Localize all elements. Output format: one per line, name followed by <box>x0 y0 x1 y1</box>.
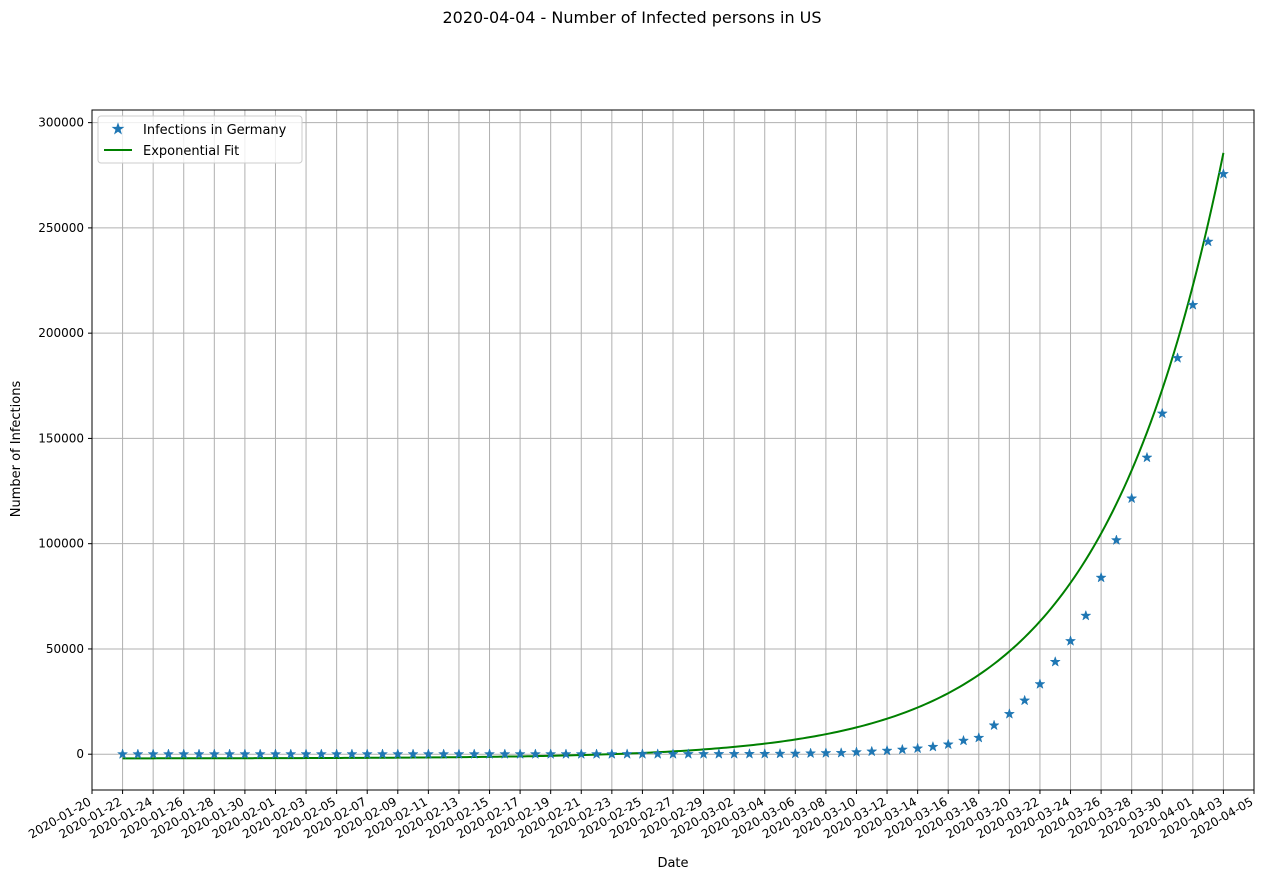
y-tick-label: 250000 <box>38 221 84 235</box>
data-point <box>881 744 893 756</box>
data-point <box>713 748 725 759</box>
data-point <box>1217 168 1230 179</box>
data-point <box>774 747 786 759</box>
data-point <box>1095 571 1107 583</box>
data-point <box>850 746 863 758</box>
legend: Infections in Germany Exponential Fit <box>97 115 303 164</box>
data-point <box>927 740 939 752</box>
data-point <box>1049 655 1061 667</box>
y-tick-label: 300000 <box>38 116 84 130</box>
data-point <box>988 719 1000 731</box>
data-point <box>835 747 847 758</box>
data-point <box>789 747 801 759</box>
y-tick-label: 0 <box>76 747 84 761</box>
legend-label-fit: Exponential Fit <box>143 144 239 159</box>
data-point <box>621 748 633 759</box>
data-point <box>1126 492 1138 504</box>
data-point <box>636 748 649 759</box>
data-point <box>422 748 435 760</box>
data-point <box>285 748 297 760</box>
data-points-layer <box>116 168 1230 760</box>
data-point <box>590 748 603 760</box>
data-point <box>346 748 358 760</box>
data-point <box>911 742 924 754</box>
x-axis-ticks: 2020-01-202020-01-222020-01-242020-01-26… <box>26 790 1256 841</box>
data-point <box>407 748 419 760</box>
data-point <box>728 748 740 759</box>
y-axis-label: Number of Infections <box>9 381 24 518</box>
data-point <box>1110 534 1123 546</box>
data-point <box>162 748 175 760</box>
data-point <box>330 748 343 760</box>
x-axis-label: Date <box>657 856 688 871</box>
data-point <box>1064 635 1077 646</box>
data-point <box>376 748 389 760</box>
data-point <box>1034 678 1046 689</box>
data-point <box>468 748 480 760</box>
data-point <box>957 734 970 746</box>
data-point <box>545 748 557 760</box>
data-point <box>483 748 496 760</box>
data-point <box>315 748 328 760</box>
y-tick-label: 150000 <box>38 431 84 445</box>
data-point <box>529 748 542 760</box>
legend-entry-points: Infections in Germany <box>111 122 287 138</box>
data-point <box>132 748 144 760</box>
data-point <box>820 747 832 758</box>
legend-star-icon <box>111 122 125 135</box>
data-point <box>453 748 465 760</box>
y-tick-label: 100000 <box>38 537 84 551</box>
data-point <box>560 748 572 760</box>
data-point <box>269 748 282 760</box>
data-point <box>759 747 771 759</box>
chart-title: 2020-04-04 - Number of Infected persons … <box>442 8 822 27</box>
data-point <box>178 748 190 760</box>
data-point <box>1141 451 1153 463</box>
data-point <box>254 748 266 760</box>
legend-entry-fit: Exponential Fit <box>104 144 239 159</box>
grid <box>91 110 1255 790</box>
data-point <box>208 748 220 760</box>
legend-box <box>97 115 303 164</box>
data-point <box>866 745 878 757</box>
data-point <box>606 748 618 760</box>
data-point <box>239 748 251 760</box>
data-point <box>361 748 373 760</box>
data-point <box>392 748 404 760</box>
data-point <box>437 748 450 760</box>
data-point <box>1003 708 1016 719</box>
data-point <box>896 743 909 755</box>
data-point <box>575 748 587 760</box>
data-point <box>1171 352 1184 363</box>
data-point <box>667 748 679 759</box>
data-point <box>697 748 710 759</box>
data-point <box>116 748 129 760</box>
data-point <box>499 748 511 760</box>
data-point <box>743 747 756 759</box>
y-axis-ticks: 0 50000 100000 150000 200000 250000 300000 <box>38 116 92 761</box>
data-point <box>223 748 236 760</box>
data-point <box>652 748 664 759</box>
legend-label-points: Infections in Germany <box>143 123 287 138</box>
data-point <box>1080 609 1092 621</box>
data-point <box>804 747 817 759</box>
data-point <box>514 748 526 760</box>
data-point <box>1018 694 1031 706</box>
data-point <box>973 731 985 743</box>
data-point <box>193 748 205 760</box>
data-point <box>1202 235 1214 247</box>
data-point <box>147 748 159 760</box>
data-point <box>942 738 954 750</box>
data-point <box>682 748 694 759</box>
y-tick-label: 200000 <box>38 326 84 340</box>
data-point <box>1187 299 1199 310</box>
data-point <box>1156 407 1168 419</box>
y-tick-label: 50000 <box>46 642 84 656</box>
data-point <box>300 748 312 760</box>
